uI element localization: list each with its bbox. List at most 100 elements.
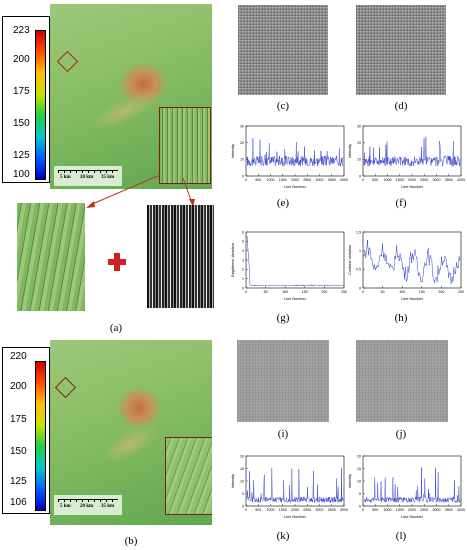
plot-k-svg: 0 500 1000 1500 2000 2500 3000 3500 4000 0 5 10 15 20…	[231, 454, 348, 519]
y-axis-label: Intensity	[348, 144, 352, 158]
x-tick-label: 2500	[420, 508, 428, 512]
panel-label-d: (d)	[394, 100, 408, 112]
colorbar-a-tick: 175	[13, 86, 30, 97]
x-axis-label: Line Number	[284, 185, 306, 189]
x-tick-label: 4000	[340, 508, 348, 512]
x-tick-label: 200	[321, 290, 327, 294]
y-axis-label: Intensity	[348, 474, 352, 488]
panel-label-h: (h)	[394, 312, 408, 324]
panel-label-j: (j)	[395, 428, 407, 440]
scale-bar: 5 km 20 km 35 km	[54, 495, 122, 515]
plot-h-svg: 0 50 100 150 200 250 0 0.5 1 1.5 Line Number Contra…	[348, 230, 464, 301]
scale-label: 35 km	[101, 175, 115, 180]
y-axis-label: Intensity	[231, 144, 235, 158]
series-point	[388, 263, 390, 265]
x-tick-label: 0	[245, 508, 247, 512]
series-point	[377, 266, 379, 268]
x-tick-label: 4000	[340, 178, 348, 182]
x-tick-label: 3000	[433, 508, 441, 512]
series-point	[425, 264, 427, 266]
y-tick-label: 20	[357, 141, 361, 145]
y-tick-label: 1.5	[356, 230, 361, 234]
scale-bar: 5 km 20 km 35 km	[54, 166, 122, 186]
series-point	[444, 255, 446, 257]
y-tick-label: 0.5	[356, 268, 361, 272]
x-tick-label: 2500	[420, 178, 428, 182]
panel-label-a: (a)	[109, 322, 123, 334]
series-point	[455, 272, 457, 274]
dem-map-a: 5 km 20 km 35 km	[50, 4, 212, 189]
panel-label-k: (k)	[276, 530, 290, 542]
x-tick-label: 2000	[408, 508, 416, 512]
series-point	[446, 266, 448, 268]
series-point	[396, 255, 398, 257]
x-tick-label: 3000	[316, 178, 324, 182]
series-point	[386, 262, 388, 264]
plot-e-svg: 0 500 1000 1500 2000 2500 3000 3500 4000 0 10 20 30 L…	[231, 124, 348, 189]
y-tick-label: 15	[240, 467, 244, 471]
plot-l-svg: 0 500 1000 1500 2000 2500 3000 3500 4000 0 5 10 15 20…	[348, 454, 465, 519]
plot-l: 0 500 1000 1500 2000 2500 3000 3500 4000 0 5 10 15 20…	[345, 452, 465, 522]
series-point	[421, 280, 423, 282]
residual-image-i	[237, 340, 329, 422]
panel-label-f: (f)	[395, 197, 407, 209]
series-point	[442, 261, 444, 263]
series-point	[412, 258, 414, 260]
colorbar-a-tick: 223	[13, 25, 30, 36]
colorbar-b-gradient	[35, 361, 46, 511]
y-tick-label: 0	[242, 286, 244, 290]
scale-label: 5 km	[60, 175, 71, 180]
roi-box-large	[159, 107, 211, 184]
y-tick-label: 0	[359, 286, 361, 290]
panel-label-b: (b)	[124, 535, 138, 547]
stripe-noise-inset	[147, 205, 214, 308]
series-point	[441, 256, 443, 258]
series-point	[372, 265, 374, 267]
x-tick-label: 4000	[457, 178, 465, 182]
colorbar-b: 220 200 175 150 125 106	[2, 347, 50, 514]
colorbar-a-tick: 100	[13, 169, 30, 180]
plot-frame	[362, 455, 462, 507]
series-point	[453, 267, 455, 269]
zoom-green-inset	[17, 203, 85, 311]
series-point	[365, 257, 367, 259]
plus-icon	[108, 253, 126, 271]
y-tick-label: 10	[357, 479, 361, 483]
series-point	[458, 256, 460, 258]
y-tick-label: 5	[359, 492, 361, 496]
series-point	[451, 276, 453, 278]
y-tick-label: 1	[242, 277, 244, 281]
scale-label: 20 km	[80, 504, 94, 509]
x-tick-label: 3500	[328, 178, 336, 182]
x-tick-label: 500	[255, 178, 261, 182]
x-tick-label: 3000	[433, 178, 441, 182]
series-point	[379, 255, 381, 257]
roi-box-small	[54, 376, 77, 399]
series-point	[432, 274, 434, 276]
scale-label: 20 km	[80, 175, 94, 180]
series-point	[437, 265, 439, 267]
x-tick-label: 3000	[316, 508, 324, 512]
panel-label-l: (l)	[395, 530, 407, 542]
x-tick-label: 100	[399, 290, 405, 294]
x-tick-label: 50	[264, 290, 268, 294]
series-point	[384, 259, 386, 261]
x-tick-label: 150	[302, 290, 308, 294]
y-tick-label: 2	[242, 268, 244, 272]
series-point	[368, 247, 370, 249]
colorbar-a-tick: 150	[13, 118, 30, 129]
x-tick-label: 500	[255, 508, 261, 512]
terrain-ridge	[118, 388, 160, 428]
colorbar-b-tick: 150	[10, 446, 27, 457]
plot-f-svg: 0 500 1000 1500 2000 2500 3000 3500 4000 0 10 20 30 L…	[348, 124, 465, 189]
series-point	[414, 249, 416, 251]
series-line	[363, 467, 461, 504]
noise-image-c	[238, 5, 328, 95]
series-point	[382, 256, 384, 258]
series-point	[430, 257, 432, 259]
y-tick-label: 15	[357, 467, 361, 471]
scale-label: 35 km	[101, 504, 115, 509]
x-tick-label: 3500	[445, 508, 453, 512]
series-point	[419, 277, 421, 279]
plot-g-svg: 0 50 100 150 200 250 0 1 2 3 4 5 6 Line Number Brightn…	[231, 230, 347, 301]
